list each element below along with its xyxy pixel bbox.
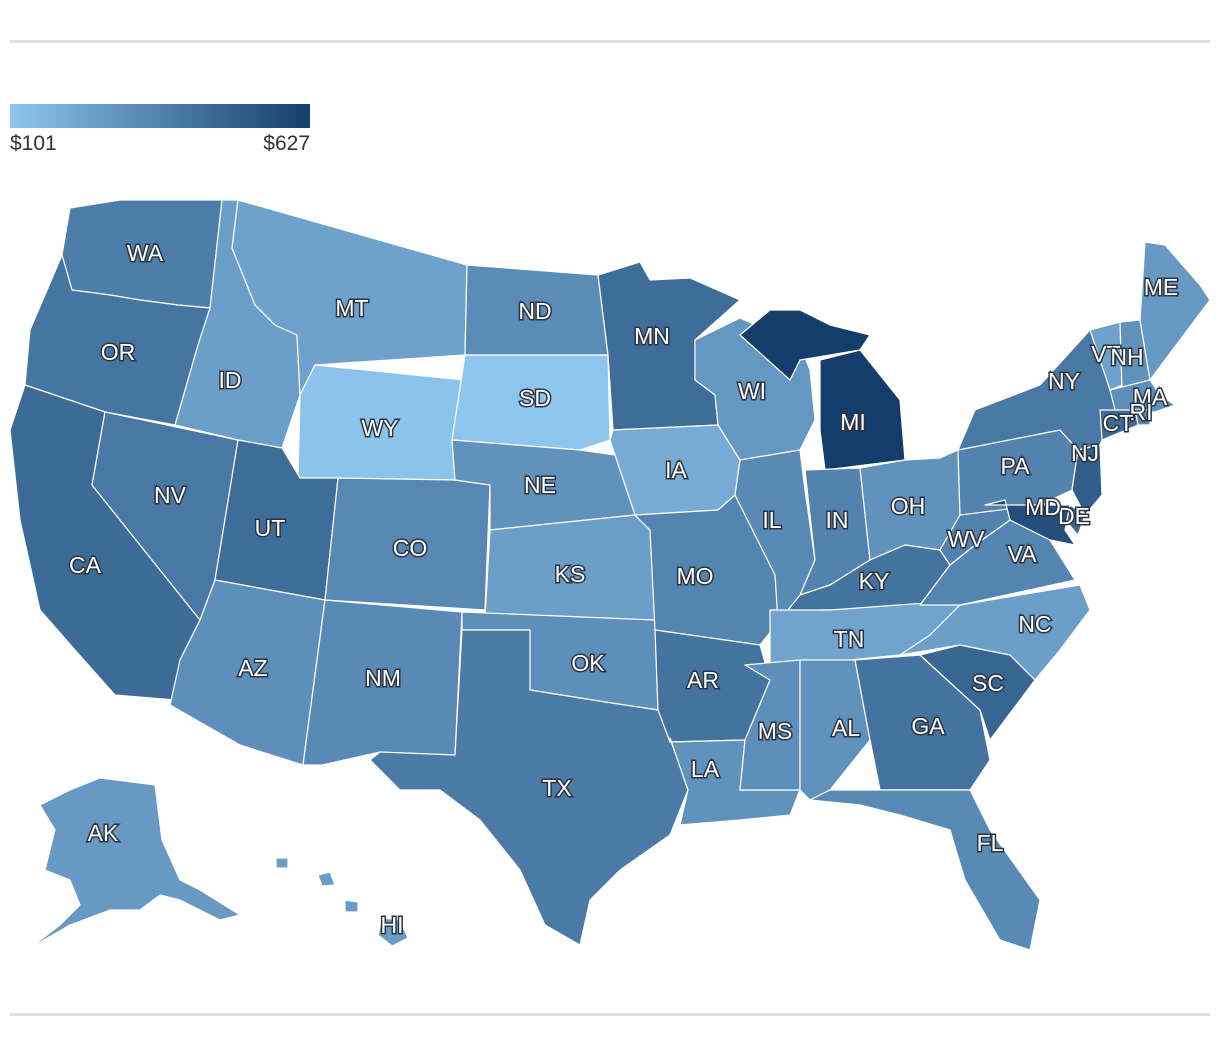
state-label-tx: TX — [542, 775, 571, 801]
state-label-me: ME — [1144, 274, 1179, 300]
state-label-ak: AK — [88, 820, 119, 846]
state-label-ny: NY — [1048, 368, 1080, 394]
state-hi[interactable] — [275, 857, 409, 947]
state-me[interactable] — [1139, 241, 1211, 381]
state-label-wi: WI — [738, 378, 766, 404]
state-label-nj: NJ — [1071, 440, 1099, 466]
state-ct[interactable] — [1099, 409, 1139, 441]
state-label-ct: CT — [1103, 410, 1134, 436]
state-co[interactable] — [324, 477, 491, 611]
legend-labels: $101 $627 — [10, 128, 310, 155]
state-md[interactable] — [984, 499, 1076, 546]
state-label-co: CO — [393, 535, 428, 561]
state-label-ok: OK — [571, 650, 605, 676]
state-label-ky: KY — [859, 568, 890, 594]
state-fl[interactable] — [809, 789, 1041, 951]
state-label-md: MD — [1025, 494, 1061, 520]
state-label-tn: TN — [834, 626, 865, 652]
state-label-nh: NH — [1110, 344, 1143, 370]
state-nc[interactable] — [899, 584, 1091, 681]
state-label-oh: OH — [891, 493, 926, 519]
state-label-az: AZ — [238, 655, 267, 681]
state-label-nm: NM — [365, 665, 401, 691]
color-legend: $101 $627 — [10, 104, 310, 155]
state-sd[interactable] — [451, 354, 611, 451]
state-label-ut: UT — [255, 515, 286, 541]
state-label-ms: MS — [758, 718, 793, 744]
state-nj[interactable] — [1071, 444, 1103, 516]
state-label-pa: PA — [1001, 453, 1031, 479]
state-label-ar: AR — [687, 667, 719, 693]
state-label-ne: NE — [524, 472, 556, 498]
state-tx[interactable] — [369, 629, 689, 946]
state-label-ca: CA — [69, 552, 102, 578]
state-label-hi: HI — [381, 912, 404, 938]
state-label-mo: MO — [676, 563, 713, 589]
state-label-mt: MT — [335, 295, 368, 321]
state-ak[interactable] — [29, 777, 241, 949]
state-label-vt: VT — [1091, 341, 1120, 367]
state-label-il: IL — [762, 507, 781, 533]
legend-gradient-bar — [10, 104, 310, 128]
state-label-fl: FL — [977, 830, 1004, 856]
state-label-sd: SD — [519, 385, 551, 411]
state-label-wv: WV — [947, 526, 985, 552]
legend-min-label: $101 — [10, 132, 57, 155]
state-label-al: AL — [832, 715, 860, 741]
state-label-or: OR — [101, 339, 136, 365]
state-label-nd: ND — [518, 298, 551, 324]
state-label-ks: KS — [555, 561, 586, 587]
state-label-wa: WA — [127, 240, 164, 266]
state-label-ia: IA — [665, 457, 687, 483]
state-label-in: IN — [826, 507, 849, 533]
state-label-la: LA — [691, 756, 720, 782]
state-label-id: ID — [219, 367, 242, 393]
top-divider — [10, 40, 1210, 43]
state-label-nv: NV — [154, 482, 187, 508]
state-label-ga: GA — [911, 713, 945, 739]
state-label-sc: SC — [972, 670, 1004, 696]
state-label-mn: MN — [634, 323, 670, 349]
state-label-nc: NC — [1018, 611, 1051, 637]
legend-max-label: $627 — [263, 132, 310, 155]
state-label-ri: RI — [1130, 399, 1153, 425]
state-label-ma: MA — [1133, 384, 1168, 410]
state-label-va: VA — [1008, 541, 1038, 567]
state-label-wy: WY — [361, 415, 398, 441]
bottom-divider — [10, 1013, 1210, 1016]
state-label-mi: MI — [840, 409, 866, 435]
state-label-de: DE — [1058, 503, 1090, 529]
